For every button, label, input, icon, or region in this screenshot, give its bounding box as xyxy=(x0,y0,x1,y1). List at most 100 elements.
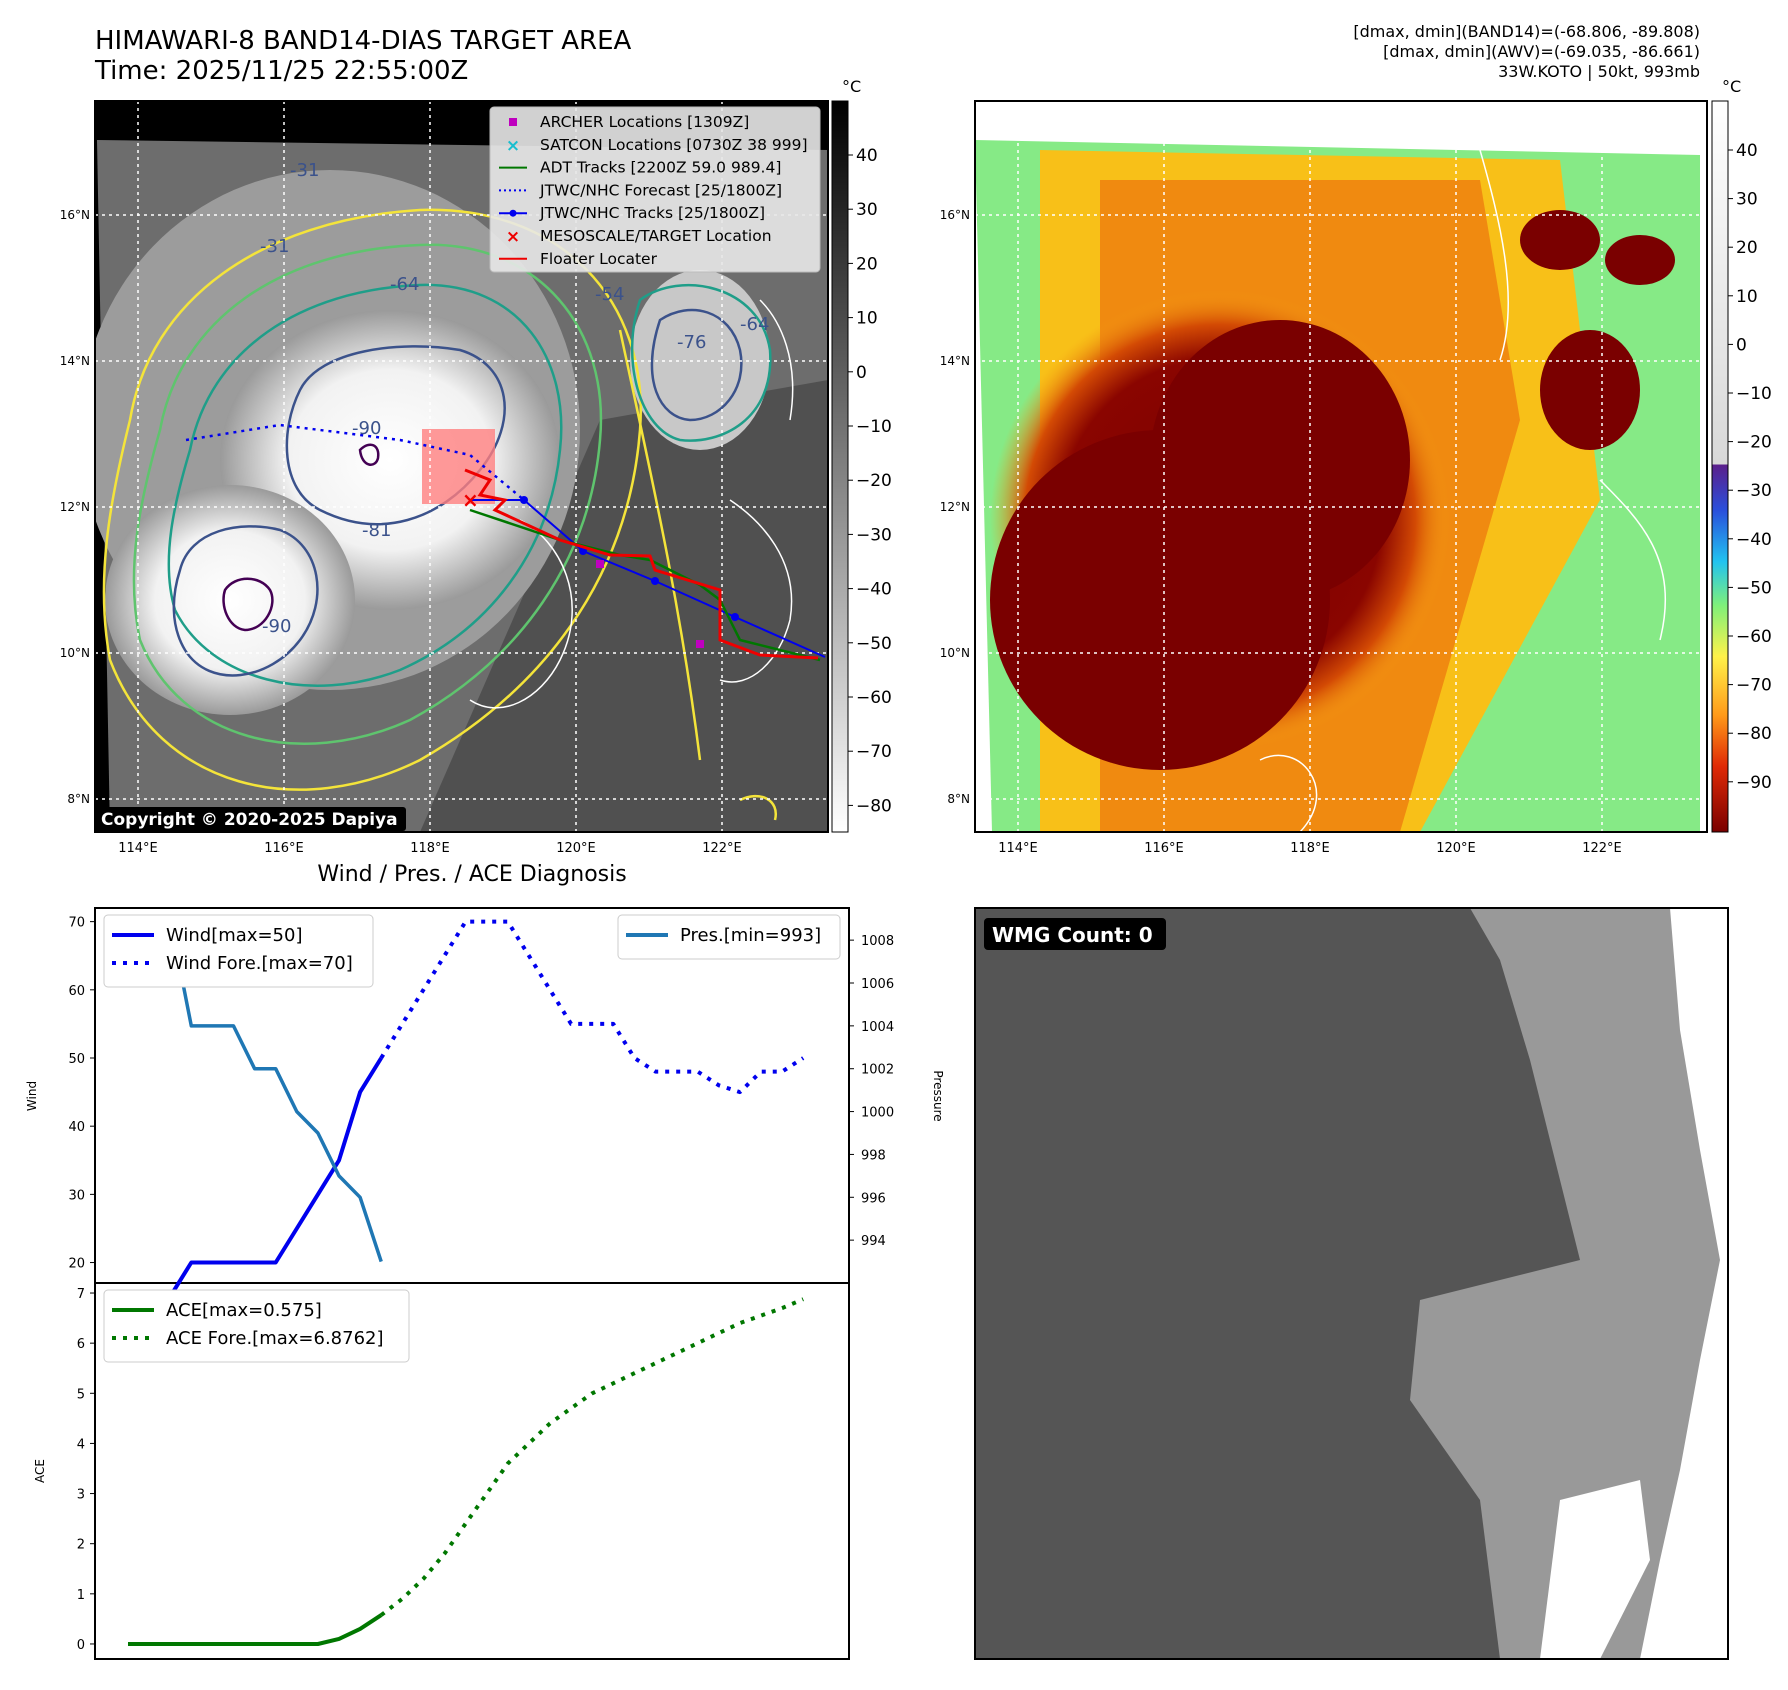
legend-box xyxy=(489,106,821,273)
wmg-panel xyxy=(975,908,1728,1659)
colorbar-tick-label: −50 xyxy=(1736,578,1772,598)
lat-tick-label: 8°N xyxy=(67,792,90,806)
wind-series xyxy=(128,919,805,1299)
series-line xyxy=(128,1056,383,1299)
y-tick-label: 1006 xyxy=(861,977,894,992)
colorbar-tick-label: 20 xyxy=(1736,238,1758,258)
lat-tick-label: 10°N xyxy=(940,646,970,660)
y-tick-label: 40 xyxy=(68,1120,85,1135)
colorbar-tick-label: −30 xyxy=(1736,481,1772,501)
contour-label: -90 xyxy=(262,616,291,637)
colorbar-tick-label: −20 xyxy=(1736,433,1772,453)
color-colorbar-ticks: 40 30 20 10 0 −10 −20 −30 −40 −50 −60 −70 −80 −90 xyxy=(1728,141,1772,793)
ace-axis: 0 1 2 3 4 5 6 7 ACE xyxy=(33,1287,95,1653)
lat-tick-label: 14°N xyxy=(940,354,970,368)
archer-location-marker xyxy=(596,560,604,568)
legend-label: Pres.[min=993] xyxy=(680,925,821,946)
pressure-legend: Pres.[min=993] xyxy=(617,914,841,960)
legend-label: JTWC/NHC Forecast [25/1800Z] xyxy=(539,181,782,199)
copyright-text: Copyright © 2020-2025 Dapiya xyxy=(101,810,398,830)
chart-time: Time: 2025/11/25 22:55:00Z xyxy=(95,56,469,86)
track-legend: ARCHER Locations [1309Z] × SATCON Location… xyxy=(489,106,821,273)
colorbar-tick-label: −30 xyxy=(856,525,892,545)
copyright-box xyxy=(97,807,406,831)
y-tick-label: 50 xyxy=(68,1052,85,1067)
contour-label: -64 xyxy=(390,274,419,295)
lon-tick-label: 114°E xyxy=(118,841,158,856)
colorbar-tick-label: −40 xyxy=(856,580,892,600)
colorbar-tick-label: 40 xyxy=(856,146,878,166)
y-tick-label: 70 xyxy=(68,916,85,931)
info-storm: 33W.KOTO | 50kt, 993mb xyxy=(1498,62,1700,81)
pressure-series xyxy=(149,916,383,1263)
series-line xyxy=(379,1297,804,1617)
contour-label: -64 xyxy=(740,314,769,335)
y-tick-label: 1 xyxy=(77,1588,85,1603)
legend-label: Floater Locater xyxy=(540,250,658,268)
lon-tick-label: 122°E xyxy=(1582,841,1622,856)
legend-label: ACE Fore.[max=6.8762] xyxy=(166,1328,384,1349)
legend-label: SATCON Locations [0730Z 38 999] xyxy=(540,136,808,154)
gray-colorbar xyxy=(831,100,849,833)
wmg-count-text: WMG Count: 0 xyxy=(992,923,1153,947)
chart-title: HIMAWARI-8 BAND14-DIAS TARGET AREA xyxy=(95,26,632,56)
ir-map-frame xyxy=(94,100,829,833)
lat-tick-label: 10°N xyxy=(60,646,90,660)
contour-labels: -90 -81 -90 -64 -54 -76 -64 -31 -31 xyxy=(260,160,769,637)
series-line xyxy=(149,916,383,1263)
contour-label: -54 xyxy=(595,284,624,305)
lat-tick-label: 16°N xyxy=(940,208,970,222)
legend-label: MESOSCALE/TARGET Location xyxy=(540,227,772,245)
contour-label: -31 xyxy=(290,160,319,181)
y-tick-label: 994 xyxy=(861,1234,886,1249)
y-tick-label: 7 xyxy=(77,1287,85,1302)
y-tick-label: 996 xyxy=(861,1191,886,1206)
info-band14: [dmax, dmin](BAND14)=(-68.806, -89.808) xyxy=(1353,22,1700,41)
legend-label: Wind Fore.[max=70] xyxy=(166,953,353,974)
colorbar-tick-label: 0 xyxy=(1736,335,1747,355)
lat-tick-label: 12°N xyxy=(60,500,90,514)
legend-label: ADT Tracks [2200Z 59.0 989.4] xyxy=(540,159,781,177)
jtwc-track-line xyxy=(470,499,826,658)
y-tick-label: 30 xyxy=(68,1188,85,1203)
colorbar-tick-label: −80 xyxy=(856,796,892,816)
wind-ylabel: Wind xyxy=(25,1081,39,1111)
legend-label: ACE[max=0.575] xyxy=(166,1300,322,1321)
y-tick-label: 60 xyxy=(68,984,85,999)
ace-legend: ACE[max=0.575] ACE Fore.[max=6.8762] xyxy=(103,1289,410,1363)
track-overlays: × xyxy=(185,423,826,662)
lat-tick-label: 8°N xyxy=(947,792,970,806)
pressure-ylabel: Pressure xyxy=(931,1070,945,1121)
y-tick-label: 5 xyxy=(77,1387,85,1402)
y-tick-label: 20 xyxy=(68,1257,85,1272)
colorbar-tick-label: −60 xyxy=(1736,627,1772,647)
colorbar-tick-label: 30 xyxy=(856,200,878,220)
color-colorbar xyxy=(1711,100,1729,833)
series-line xyxy=(379,919,805,1095)
gray-colorbar-ticks: 40 30 20 10 0 −10 −20 −30 −40 −50 −60 −70 −80 xyxy=(848,146,892,816)
ace-frame xyxy=(94,1282,850,1660)
awv-map-frame xyxy=(974,100,1708,833)
lon-tick-label: 120°E xyxy=(1436,841,1476,856)
legend-box xyxy=(103,1289,410,1363)
target-location-marker: × xyxy=(462,488,479,512)
ace-series xyxy=(128,1297,804,1646)
contour-label: -90 xyxy=(352,418,381,439)
y-tick-label: 1000 xyxy=(861,1106,894,1121)
colorbar-tick-label: 0 xyxy=(856,363,867,383)
gray-colorbar-unit: °C xyxy=(842,77,861,96)
lat-tick-label: 16°N xyxy=(60,208,90,222)
awv-map-gridlines xyxy=(975,101,1707,832)
awv-map-panel xyxy=(975,101,1707,832)
lon-tick-label: 116°E xyxy=(1144,841,1184,856)
ir-map-ticks: 114°E 116°E 118°E 120°E 122°E 16°N 14°N 12°N 10°… xyxy=(60,208,742,856)
colorbar-tick-label: −70 xyxy=(1736,676,1772,696)
colorbar-tick-label: 40 xyxy=(1736,141,1758,161)
colorbar-tick-label: −40 xyxy=(1736,530,1772,550)
colorbar-tick-label: −10 xyxy=(1736,384,1772,404)
lon-tick-label: 118°E xyxy=(1290,841,1330,856)
legend-marker xyxy=(509,118,517,126)
y-tick-label: 1008 xyxy=(861,934,894,949)
lon-tick-label: 122°E xyxy=(702,841,742,856)
colorbar-tick-label: −10 xyxy=(856,417,892,437)
